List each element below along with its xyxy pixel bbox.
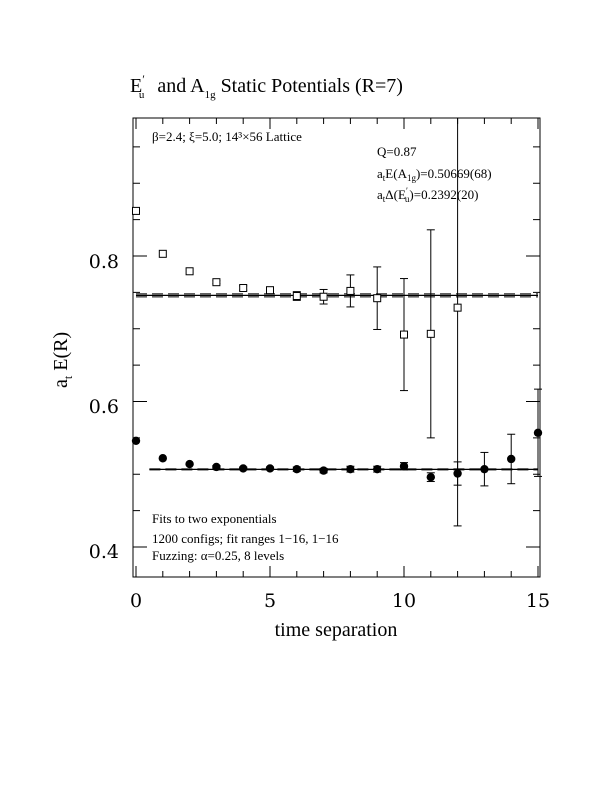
fit-note-2: 1200 configs; fit ranges 1−16, 1−16 — [152, 531, 339, 546]
circle-marker — [426, 472, 435, 482]
square-marker — [319, 292, 328, 301]
circle-marker — [373, 464, 382, 474]
fit-energy-a1g: atE(A1g)=0.50669(68) — [377, 166, 492, 183]
chart-title: E′ u and A1g Static Potentials (R=7) — [130, 72, 403, 101]
circle-marker — [131, 436, 141, 445]
y-axis-label: at E(R) — [50, 332, 75, 388]
x-tick-labels: 0 5 10 15 — [130, 590, 550, 612]
square-marker — [185, 267, 194, 276]
square-marker — [158, 249, 167, 258]
square-marker — [266, 286, 274, 295]
circle-marker — [533, 428, 543, 437]
square-marker — [426, 329, 435, 338]
circle-marker — [480, 464, 489, 474]
circle-marker — [453, 469, 462, 478]
circle-marker — [507, 454, 516, 464]
fit-q-value: Q=0.87 — [377, 144, 417, 159]
y-tick-label-0.6: 0.6 — [89, 396, 119, 418]
axis-ticks — [133, 118, 540, 577]
fit-note-1: Fits to two exponentials — [152, 511, 277, 526]
square-marker — [132, 206, 140, 215]
y-tick-label-0.4: 0.4 — [89, 541, 119, 563]
fit-gap-eu: atΔ(E′ u)=0.2392(20) — [377, 186, 478, 204]
square-marker — [400, 330, 408, 339]
circle-marker — [185, 459, 194, 469]
square-marker — [239, 284, 248, 293]
data-points — [131, 118, 543, 527]
circle-marker — [319, 466, 328, 475]
square-marker — [346, 286, 355, 295]
fit-lines — [136, 293, 538, 471]
x-axis-label: time separation — [275, 619, 398, 641]
x-tick-label-5: 5 — [264, 590, 276, 612]
circle-marker — [265, 464, 275, 473]
lattice-note: β=2.4; ξ=5.0; 14³×56 Lattice — [152, 129, 302, 144]
x-tick-label-10: 10 — [392, 590, 416, 612]
plot-frame — [132, 117, 541, 578]
circle-marker — [158, 454, 167, 463]
square-marker — [212, 278, 221, 287]
circle-marker — [399, 462, 409, 471]
square-marker — [373, 294, 382, 303]
y-tick-label-0.8: 0.8 — [89, 251, 119, 273]
x-tick-label-0: 0 — [130, 590, 142, 612]
fit-note-3: Fuzzing: α=0.25, 8 levels — [152, 548, 284, 563]
square-marker — [292, 292, 301, 301]
square-marker — [453, 303, 462, 312]
y-tick-labels: 0.8 0.6 0.4 — [89, 251, 119, 563]
x-tick-label-15: 15 — [526, 590, 550, 612]
circle-marker — [239, 464, 248, 473]
circle-marker — [346, 464, 355, 474]
circle-marker — [212, 462, 221, 472]
circle-marker — [292, 464, 301, 474]
